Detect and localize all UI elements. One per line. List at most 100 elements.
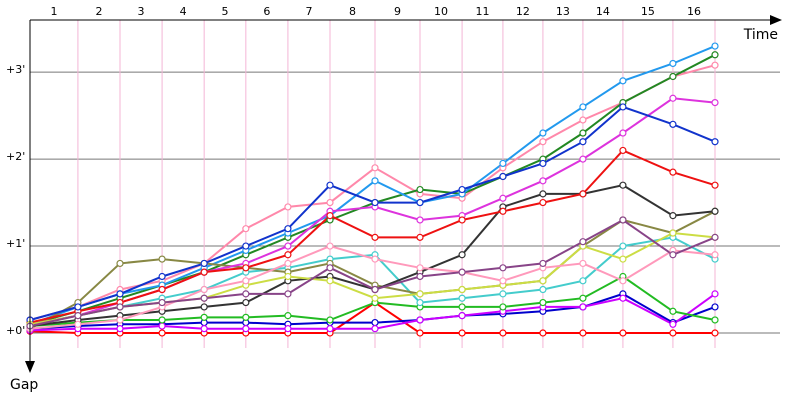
point <box>539 190 547 198</box>
point <box>200 294 208 302</box>
point <box>326 316 334 324</box>
x-axis-label: Time <box>743 27 778 43</box>
point <box>579 277 587 285</box>
point <box>619 146 627 155</box>
point <box>619 242 627 250</box>
point <box>242 277 250 285</box>
point <box>579 303 587 311</box>
point <box>458 268 466 276</box>
point <box>284 290 292 298</box>
point <box>284 312 292 320</box>
point <box>200 268 208 276</box>
point <box>200 259 208 268</box>
point <box>200 325 208 333</box>
point <box>499 329 507 337</box>
point <box>158 298 166 307</box>
point <box>416 290 424 298</box>
point <box>711 42 719 50</box>
point <box>619 216 627 224</box>
point <box>371 294 379 302</box>
x-tick-label: 6 <box>263 5 270 18</box>
point <box>669 94 677 102</box>
x-tick-label: 12 <box>516 5 530 18</box>
point <box>458 303 466 311</box>
point <box>416 298 424 307</box>
point <box>416 329 424 337</box>
x-tick-label: 8 <box>349 5 356 18</box>
point <box>458 312 466 320</box>
point <box>158 255 166 263</box>
point <box>116 316 124 324</box>
point <box>669 307 677 315</box>
point <box>326 277 334 285</box>
point <box>499 303 507 311</box>
point <box>619 294 627 302</box>
point <box>669 320 677 328</box>
point <box>284 203 292 211</box>
point <box>539 159 547 168</box>
point <box>669 168 677 176</box>
point <box>116 259 124 268</box>
point <box>242 313 250 321</box>
point <box>669 251 677 259</box>
point <box>416 216 424 224</box>
x-tick-label: 10 <box>434 5 448 18</box>
point <box>371 164 379 172</box>
point <box>200 313 208 321</box>
point <box>284 325 292 333</box>
point <box>416 272 424 281</box>
point <box>711 51 719 59</box>
x-tick-label: 13 <box>556 5 570 18</box>
point <box>158 329 166 337</box>
point <box>158 285 166 294</box>
point <box>619 329 627 337</box>
point <box>499 159 507 168</box>
x-tick-label: 9 <box>394 5 401 18</box>
point <box>458 185 466 194</box>
point <box>284 242 292 250</box>
point <box>158 322 166 330</box>
point <box>242 325 250 333</box>
point <box>579 190 587 198</box>
x-tick-label: 1 <box>50 5 57 18</box>
point <box>371 285 379 294</box>
x-tick-label: 11 <box>476 5 490 18</box>
y-tick-label: +1' <box>6 237 25 250</box>
point <box>539 177 547 185</box>
point <box>711 98 719 107</box>
point <box>371 177 379 185</box>
point <box>458 251 466 259</box>
point <box>116 325 124 333</box>
x-tick-label: 14 <box>596 5 610 18</box>
point <box>539 138 547 146</box>
point <box>158 272 166 281</box>
point <box>579 294 587 302</box>
point <box>579 103 587 111</box>
point <box>669 120 677 128</box>
x-tick-label: 15 <box>641 5 655 18</box>
point <box>711 233 719 241</box>
point <box>669 329 677 337</box>
x-tick-label: 7 <box>305 5 312 18</box>
series-line <box>29 236 716 326</box>
point <box>619 255 627 263</box>
point <box>579 259 587 268</box>
point <box>579 238 587 246</box>
point <box>711 251 719 259</box>
point <box>158 316 166 324</box>
point <box>416 198 424 207</box>
point <box>242 298 250 307</box>
point <box>619 181 627 189</box>
y-tick-label: +2' <box>6 150 25 163</box>
point <box>116 303 124 311</box>
series-line <box>29 231 716 326</box>
point <box>74 312 82 320</box>
point <box>619 103 627 111</box>
point <box>284 259 292 268</box>
point <box>200 285 208 294</box>
point <box>669 212 677 220</box>
point <box>499 290 507 298</box>
point <box>499 277 507 285</box>
point <box>326 325 334 333</box>
